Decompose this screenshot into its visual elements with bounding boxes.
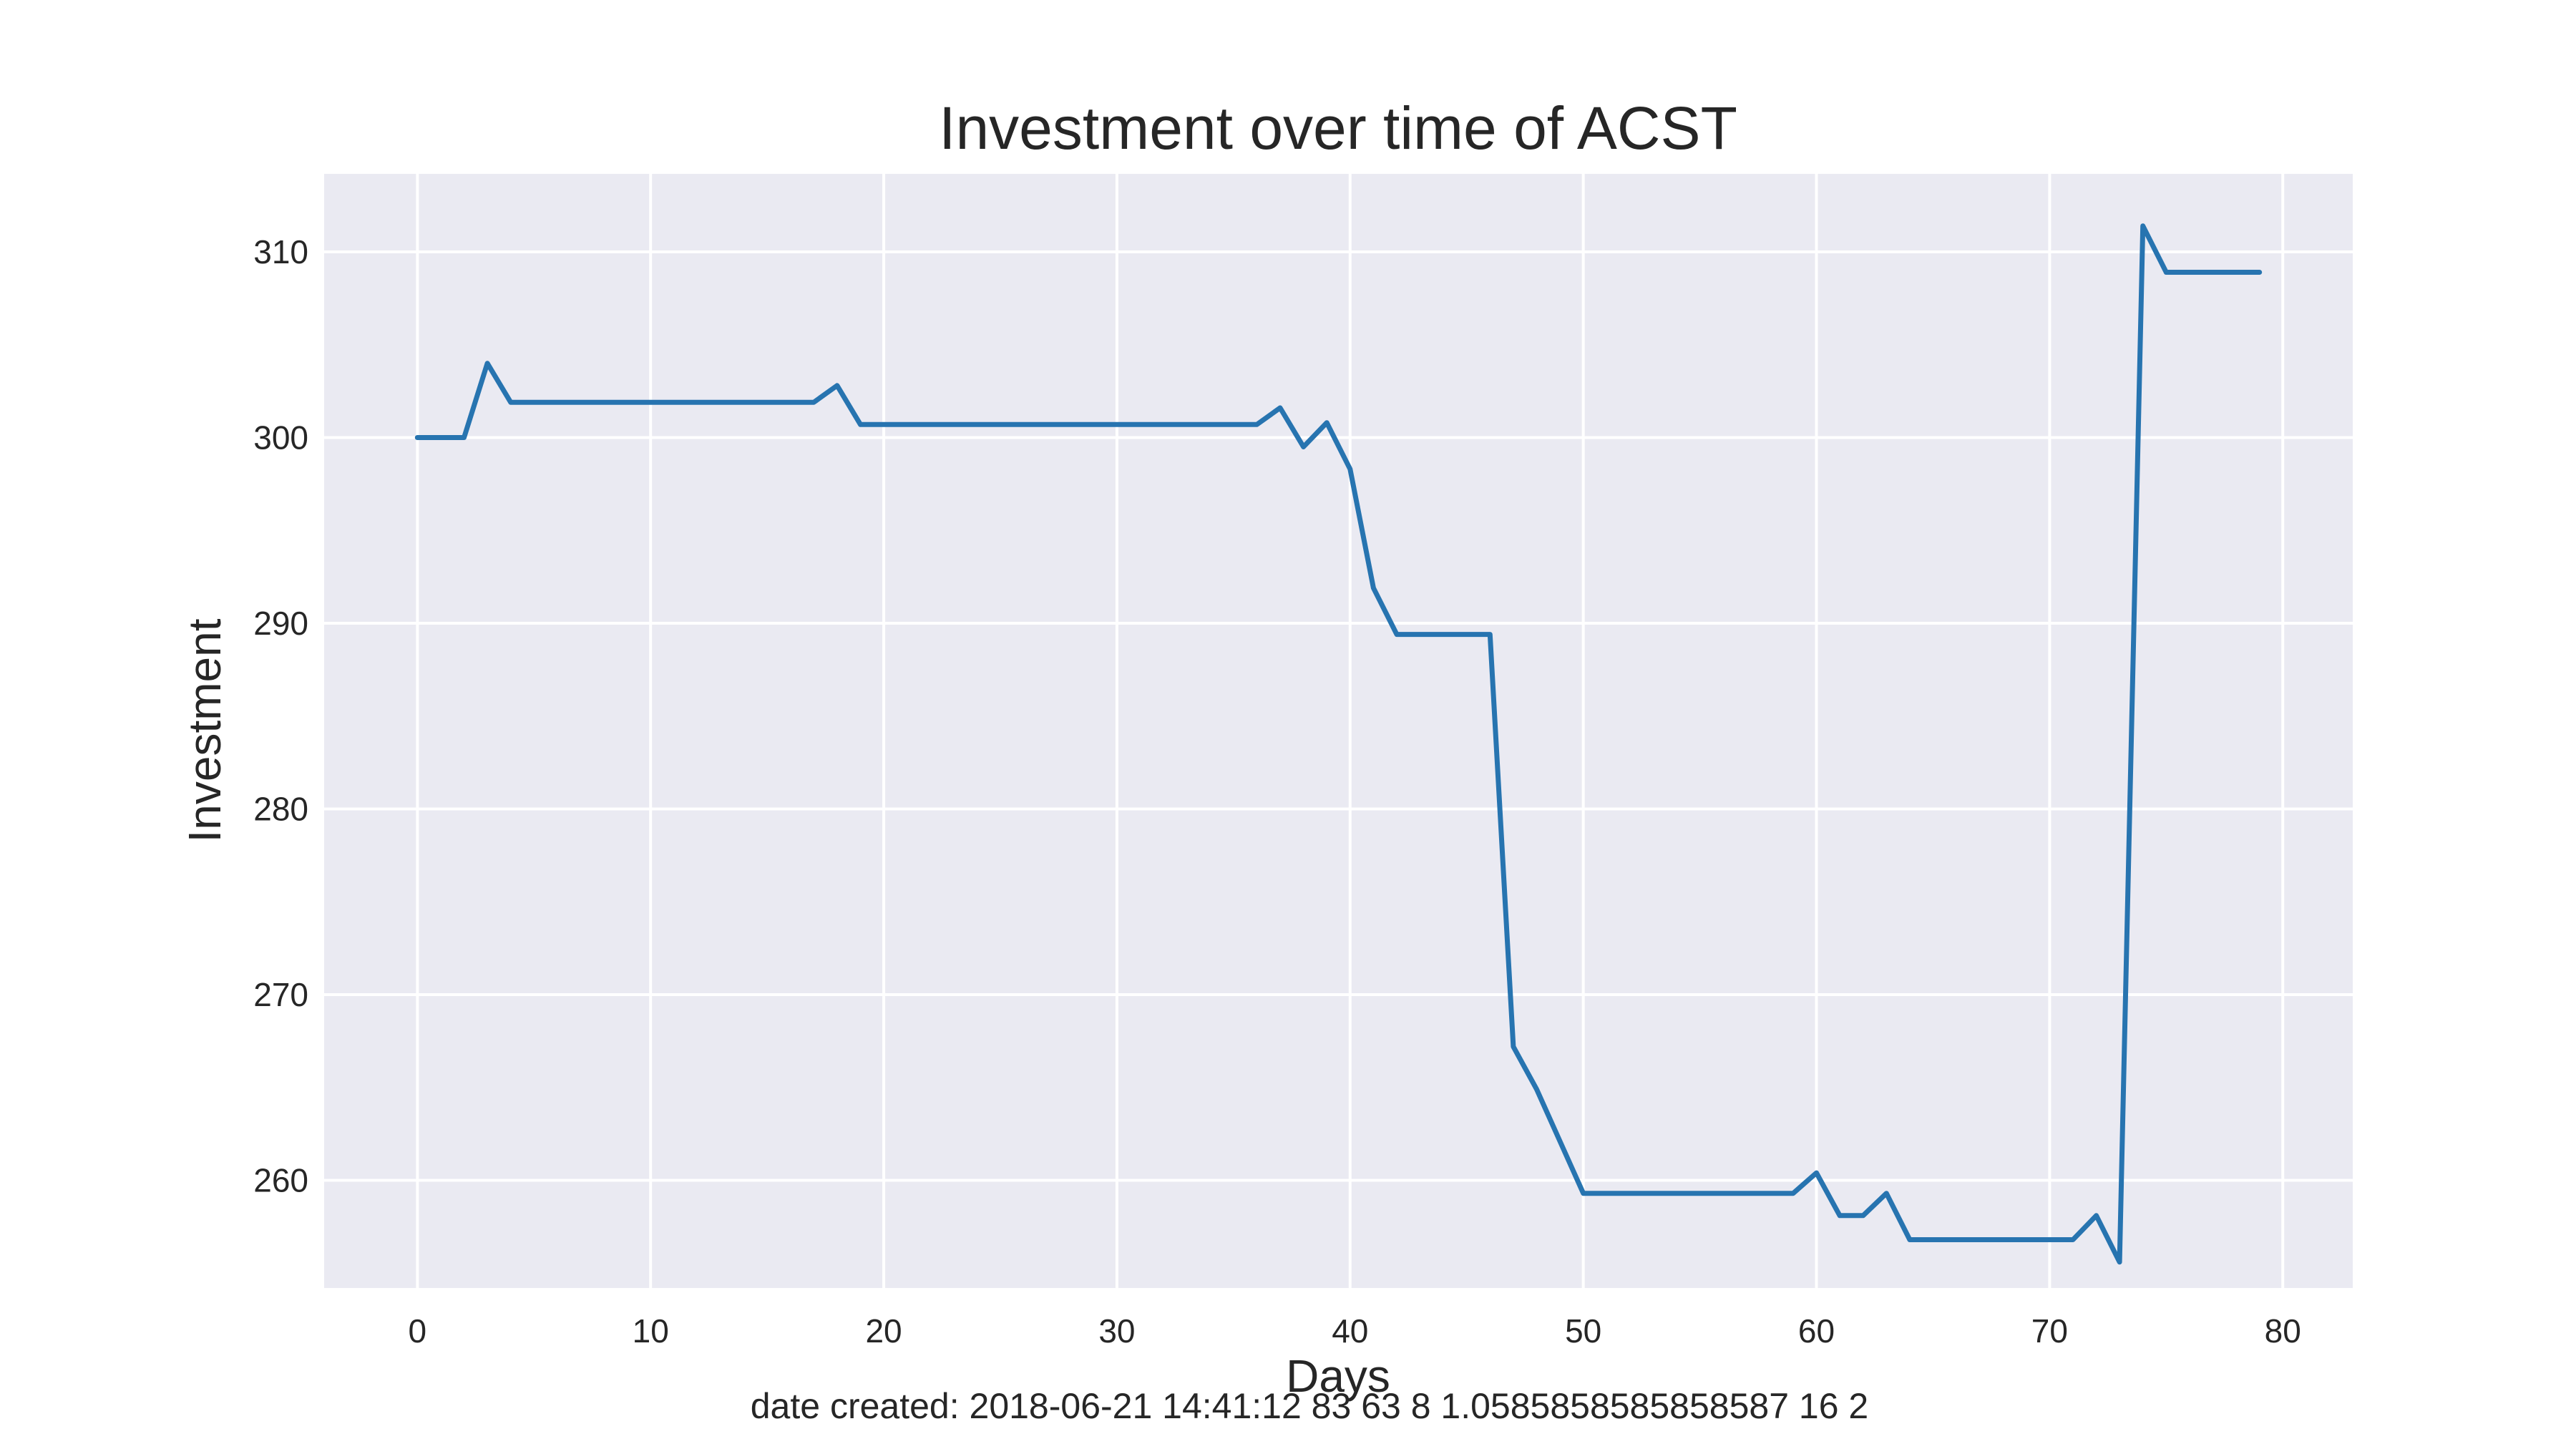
date-created-footer: date created: 2018-06-21 14:41:12 83 63 … <box>751 1386 1868 1426</box>
chart-title: Investment over time of ACST <box>939 94 1737 162</box>
y-axis-label: Investment <box>179 618 230 842</box>
x-tick-label: 40 <box>1332 1312 1368 1350</box>
x-tick-label: 10 <box>633 1312 669 1350</box>
x-tick-label: 50 <box>1565 1312 1601 1350</box>
series-layer <box>414 223 2263 1265</box>
x-tick-label: 70 <box>2031 1312 2068 1350</box>
x-tick-label: 0 <box>409 1312 427 1350</box>
y-tick-label: 300 <box>253 419 308 456</box>
y-tick-label: 270 <box>253 976 308 1013</box>
y-tick-label: 280 <box>253 790 308 827</box>
investment-series-line <box>414 223 2263 1265</box>
y-tick-label: 310 <box>253 233 308 270</box>
x-tick-label: 30 <box>1098 1312 1135 1350</box>
y-tick-labels: 260 270 280 290 300 310 <box>253 233 308 1199</box>
plot-background <box>324 174 2353 1288</box>
grid-lines <box>324 174 2353 1288</box>
x-axis-label: Days <box>1286 1350 1390 1402</box>
x-tick-label: 20 <box>865 1312 902 1350</box>
x-tick-labels: 0 10 20 30 40 50 60 70 80 <box>409 1312 2301 1350</box>
y-tick-label: 290 <box>253 605 308 642</box>
y-tick-label: 260 <box>253 1161 308 1199</box>
x-tick-label: 80 <box>2265 1312 2301 1350</box>
x-tick-label: 60 <box>1798 1312 1835 1350</box>
